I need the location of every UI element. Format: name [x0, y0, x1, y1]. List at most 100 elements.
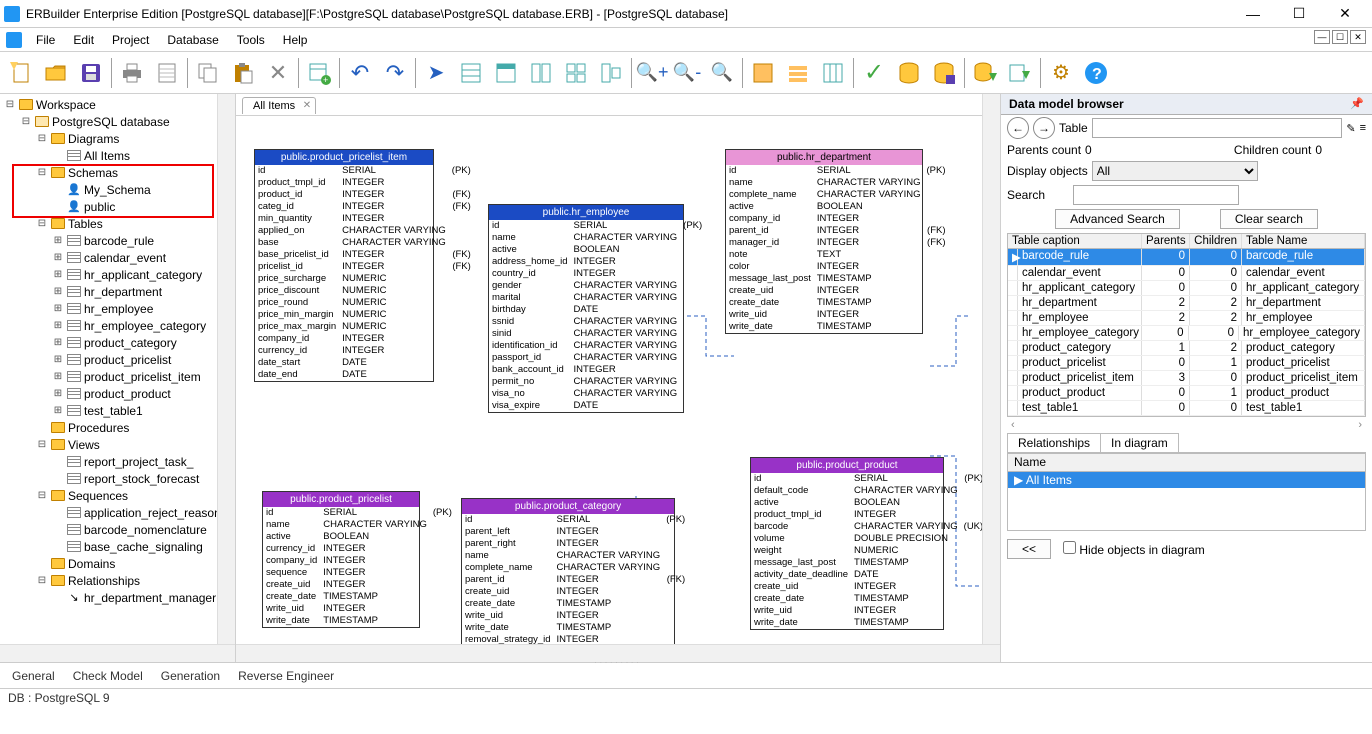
tree-schemas[interactable]: ⊟Schemas [0, 164, 235, 181]
grid-row[interactable]: hr_applicant_category00hr_applicant_cate… [1008, 281, 1365, 296]
tree-table[interactable]: ⊞barcode_rule [0, 232, 235, 249]
tree-sequences[interactable]: ⊟Sequences [0, 487, 235, 504]
mdi-close[interactable]: ✕ [1350, 30, 1366, 44]
table-add-icon[interactable]: + [302, 56, 336, 90]
new-icon[interactable] [4, 56, 38, 90]
advanced-search-button[interactable]: Advanced Search [1055, 209, 1180, 229]
db-table-icon[interactable] [1003, 56, 1037, 90]
er-canvas[interactable]: public.product_pricelist_itemidSERIAL(PK… [236, 116, 1000, 656]
nav-back-button[interactable]: << [1007, 539, 1051, 559]
undo-icon[interactable]: ↶ [343, 56, 377, 90]
entity[interactable]: public.hr_departmentidSERIAL(PK)nameCHAR… [725, 149, 923, 334]
notes-icon[interactable] [150, 56, 184, 90]
pin-icon[interactable]: 📌 [1350, 97, 1364, 111]
zoom-fit-icon[interactable]: 🔍 [705, 56, 739, 90]
tree-table[interactable]: ⊞calendar_event [0, 249, 235, 266]
tab-checkmodel[interactable]: Check Model [73, 669, 143, 683]
grid-row[interactable]: product_category12product_category [1008, 341, 1365, 356]
maximize-button[interactable]: ☐ [1276, 0, 1322, 28]
grid-row[interactable]: ▶barcode_rule00barcode_rule [1008, 249, 1365, 266]
minimize-button[interactable]: — [1230, 0, 1276, 28]
check-icon[interactable]: ✓ [857, 56, 891, 90]
zoom-in-icon[interactable]: 🔍+ [635, 56, 669, 90]
nav-next-icon[interactable]: → [1033, 117, 1055, 139]
pointer-icon[interactable]: ➤ [419, 56, 453, 90]
tree-table[interactable]: ⊞hr_applicant_category [0, 266, 235, 283]
menu-file[interactable]: File [28, 31, 63, 49]
entity[interactable]: public.product_pricelist_itemidSERIAL(PK… [254, 149, 434, 382]
tree-domains[interactable]: Domains [0, 555, 235, 572]
tree-procedures[interactable]: Procedures [0, 419, 235, 436]
entity[interactable]: public.product_pricelistidSERIAL(PK)name… [262, 491, 420, 628]
copy-icon[interactable] [191, 56, 225, 90]
menu-edit[interactable]: Edit [65, 31, 102, 49]
close-button[interactable]: ✕ [1322, 0, 1368, 28]
nav-prev-icon[interactable]: ← [1007, 117, 1029, 139]
grid4-icon[interactable] [559, 56, 593, 90]
db-save-icon[interactable] [927, 56, 961, 90]
tree-seq[interactable]: base_cache_signaling [0, 538, 235, 555]
grid-row[interactable]: test_table100test_table1 [1008, 401, 1365, 416]
db-icon[interactable] [892, 56, 926, 90]
tree-scrollbar-v[interactable] [217, 94, 235, 644]
grid-row[interactable]: hr_department22hr_department [1008, 296, 1365, 311]
tree-table[interactable]: ⊞product_category [0, 334, 235, 351]
print-icon[interactable] [115, 56, 149, 90]
canvas-scrollbar-v[interactable] [982, 94, 1000, 644]
tree-views[interactable]: ⊟Views [0, 436, 235, 453]
tree-table[interactable]: ⊞product_pricelist_item [0, 368, 235, 385]
search-input[interactable] [1073, 185, 1239, 205]
grid-row[interactable]: hr_employee22hr_employee [1008, 311, 1365, 326]
list-icon[interactable]: ≡ [1360, 122, 1366, 134]
tree-seq[interactable]: barcode_nomenclature [0, 521, 235, 538]
clear-search-button[interactable]: Clear search [1220, 209, 1318, 229]
tree-rel[interactable]: ↘hr_department_manager [0, 589, 235, 606]
tree-seq[interactable]: application_reject_reason [0, 504, 235, 521]
tree[interactable]: ⊟Workspace ⊟PostgreSQL database ⊟Diagram… [0, 94, 235, 608]
scroll-right-icon[interactable]: › [1358, 419, 1362, 431]
panel2-icon[interactable] [781, 56, 815, 90]
tab-reverseengineer[interactable]: Reverse Engineer [238, 669, 334, 683]
grid-row[interactable]: product_pricelist_item30product_pricelis… [1008, 371, 1365, 386]
panel1-icon[interactable] [746, 56, 780, 90]
grid-row[interactable]: calendar_event00calendar_event [1008, 266, 1365, 281]
grid5-icon[interactable] [594, 56, 628, 90]
grid1-icon[interactable] [454, 56, 488, 90]
hide-objects-checkbox[interactable]: Hide objects in diagram [1063, 541, 1205, 557]
grid2-icon[interactable] [489, 56, 523, 90]
tab-general[interactable]: General [12, 669, 55, 683]
grid-row[interactable]: product_pricelist01product_pricelist [1008, 356, 1365, 371]
grid-row[interactable]: product_product01product_product [1008, 386, 1365, 401]
tree-workspace[interactable]: ⊟Workspace [0, 96, 235, 113]
menu-database[interactable]: Database [159, 31, 226, 49]
menu-help[interactable]: Help [275, 31, 316, 49]
tree-relationships[interactable]: ⊟Relationships [0, 572, 235, 589]
menu-tools[interactable]: Tools [229, 31, 273, 49]
mdi-max[interactable]: ☐ [1332, 30, 1348, 44]
tree-myschema[interactable]: 👤My_Schema [0, 181, 235, 198]
open-icon[interactable] [39, 56, 73, 90]
delete-icon[interactable]: ✕ [261, 56, 295, 90]
mdi-min[interactable]: — [1314, 30, 1330, 44]
tree-table[interactable]: ⊞hr_employee [0, 300, 235, 317]
panel3-icon[interactable] [816, 56, 850, 90]
entity[interactable]: public.product_productidSERIAL(PK)defaul… [750, 457, 944, 630]
tab-generation[interactable]: Generation [161, 669, 220, 683]
tree-db[interactable]: ⊟PostgreSQL database [0, 113, 235, 130]
entity[interactable]: public.hr_employeeidSERIAL(PK)nameCHARAC… [488, 204, 684, 413]
save-icon[interactable] [74, 56, 108, 90]
paste-icon[interactable] [226, 56, 260, 90]
help-icon[interactable]: ? [1079, 56, 1113, 90]
close-icon[interactable]: ✕ [303, 100, 311, 111]
zoom-out-icon[interactable]: 🔍- [670, 56, 704, 90]
settings-icon[interactable]: ⚙ [1044, 56, 1078, 90]
tree-scrollbar-h[interactable] [0, 644, 235, 662]
relations-list[interactable]: Name ▶ All Items [1007, 453, 1366, 531]
db-arrow-icon[interactable] [968, 56, 1002, 90]
tab-indiagram[interactable]: In diagram [1100, 433, 1179, 452]
entity[interactable]: public.product_categoryidSERIAL(PK)paren… [461, 498, 675, 647]
list-item[interactable]: ▶ All Items [1008, 472, 1365, 488]
tree-allitems[interactable]: All Items [0, 147, 235, 164]
tree-view[interactable]: report_stock_forecast [0, 470, 235, 487]
tables-grid[interactable]: Table caption Parents Children Table Nam… [1007, 233, 1366, 417]
